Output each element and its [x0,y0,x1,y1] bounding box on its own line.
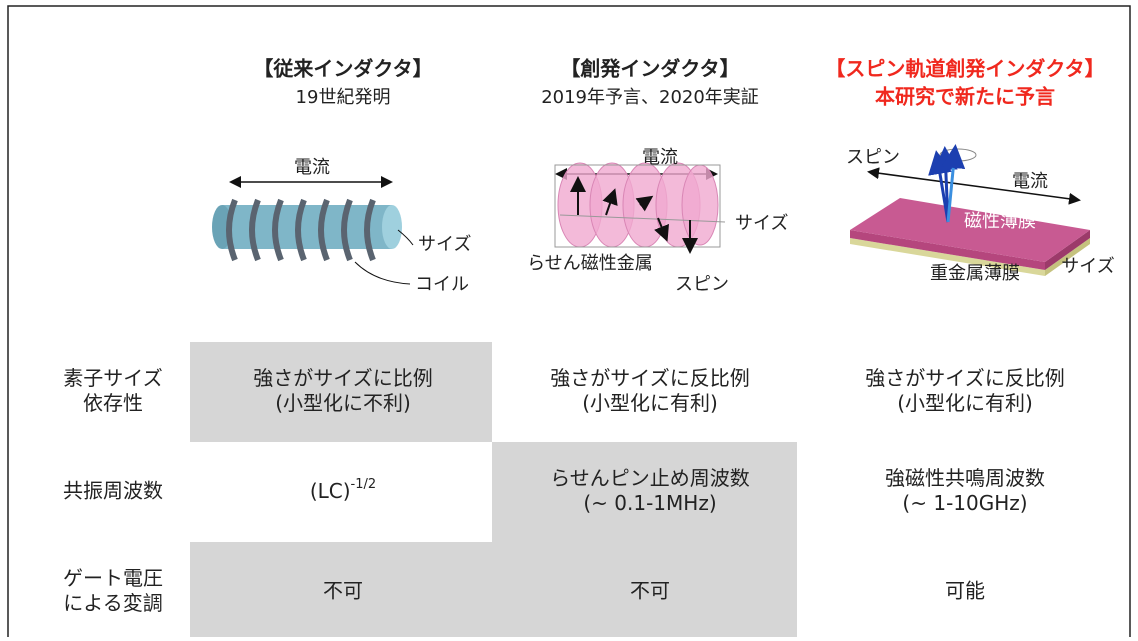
film-illustration [850,144,1090,276]
cell-text: (小型化に有利) [582,391,718,415]
cell-text: 強さがサイズに比例 [253,366,432,390]
cell-text: (小型化に有利) [897,391,1033,415]
cell-text: らせんピン止め周波数 [550,466,750,490]
row-label: 依存性 [83,391,143,415]
frame [7,5,1131,637]
cell-text: 不可 [323,579,363,603]
illustration-label: サイズ [418,234,471,255]
cell-text: (小型化に不利) [275,391,411,415]
cell-superscript: -1/2 [351,477,377,492]
cell-text: 強さがサイズに反比例 [550,366,749,390]
row-label: 共振周波数 [63,479,163,503]
illustration-label: スピン [675,274,729,295]
illustration-label: 重金属薄膜 [930,263,1020,284]
row-label: による変調 [63,591,162,615]
column-subtitle: 2019年予言、2020年実証 [541,87,759,108]
cell-text: 強さがサイズに反比例 [865,366,1064,390]
cell-text: (~ 1-10GHz) [902,491,1027,515]
illustration-label: スピン [846,147,900,168]
illustration-label: サイズ [735,213,788,234]
cell-bg [190,542,797,637]
helix-illustration [554,162,726,254]
row-label: 素子サイズ [63,366,162,390]
cell-text: (LC)-1/2 [310,477,376,503]
illustration-label: サイズ [1061,256,1114,277]
column-title: 【従来インダクタ】 [253,57,432,81]
cell-text: 可能 [945,579,985,603]
column-subtitle: 19世紀発明 [296,87,391,108]
cell-text: 不可 [630,579,670,603]
comparison-table: 素子サイズ依存性強さがサイズに比例(小型化に不利)強さがサイズに反比例(小型化に… [63,366,1065,615]
row-label: ゲート電圧 [63,566,163,590]
cell-bg [190,342,492,442]
illustration-label: コイル [415,274,469,295]
illustration-label: 電流 [642,147,678,168]
illustration-label: 電流 [1012,171,1048,192]
column-subtitle: 本研究で新たに予言 [875,85,1055,109]
cell-base: (LC) [310,479,351,503]
illustration-label: らせん磁性金属 [527,253,653,274]
illustration-label: 電流 [294,157,330,178]
coil-illustration [212,176,414,285]
cell-text: (~ 0.1-1MHz) [583,491,716,515]
illustration-label: 磁性薄膜 [964,211,1036,232]
cell-bg [492,442,797,542]
column-title: 【スピン軌道創発インダクタ】 [825,57,1104,81]
cell-text: 強磁性共鳴周波数 [885,466,1045,490]
column-title: 【創発インダクタ】 [560,57,739,81]
